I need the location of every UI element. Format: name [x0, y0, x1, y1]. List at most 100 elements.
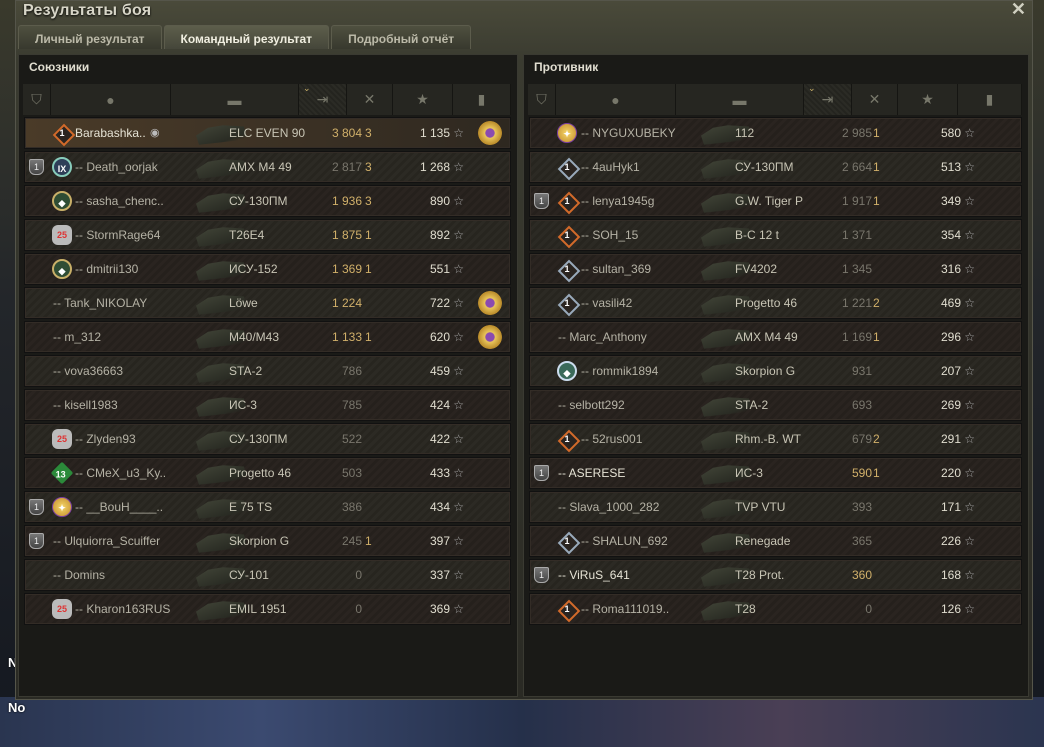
player-row[interactable]: 25 -- Zlyden93 СУ-130ПМ 522 422 ☆	[24, 423, 511, 455]
kills-value: 1	[873, 330, 880, 344]
player-row[interactable]: 1 -- ASERESE ИС-3 590 1 220 ☆	[529, 457, 1022, 489]
column-medal-header[interactable]: ▮	[453, 84, 511, 115]
battle-results-window: Результаты боя ✕ Личный результат Команд…	[15, 0, 1033, 700]
player-row[interactable]: -- m_312 M40/M43 1 133 1 620 ☆	[24, 321, 511, 353]
player-row[interactable]: 1 -- sultan_369 FV4202 1 345 316 ☆	[529, 253, 1022, 285]
column-platoon-header[interactable]: ⛉	[23, 84, 51, 115]
medal-icon	[478, 325, 502, 349]
xp-value: 126	[940, 602, 961, 616]
star-icon: ☆	[964, 398, 975, 412]
player-name: -- selbott292	[558, 398, 625, 412]
column-xp-star-header[interactable]: ★	[393, 84, 453, 115]
star-icon: ☆	[964, 262, 975, 276]
player-row[interactable]: -- Marc_Anthony AMX M4 49 1 169 1 296 ☆	[529, 321, 1022, 353]
tank-image	[701, 499, 752, 519]
player-row[interactable]: -- kisell1983 ИС-3 785 424 ☆	[24, 389, 511, 421]
star-icon: ☆	[453, 126, 464, 140]
damage-value: 1 917	[841, 194, 872, 208]
tank-image	[196, 227, 247, 247]
column-kills-header[interactable]: ✕	[852, 84, 898, 115]
damage-value: 786	[341, 364, 362, 378]
rank-badge-icon: 1	[557, 191, 577, 211]
player-row[interactable]: ◆ -- rommik1894 Skorpion G 931 207 ☆	[529, 355, 1022, 387]
rank-badge-icon: ◆	[52, 191, 72, 211]
tank-image	[196, 499, 247, 519]
vehicle-name: СУ-101	[229, 568, 269, 582]
column-medal-header[interactable]: ▮	[958, 84, 1022, 115]
xp-value: 580	[940, 126, 961, 140]
tab-personal-result[interactable]: Личный результат	[18, 25, 162, 49]
column-vehicle-header[interactable]: ▬	[676, 84, 804, 115]
player-row[interactable]: 1 -- 4auHyk1 СУ-130ПМ 2 664 1 513 ☆	[529, 151, 1022, 183]
damage-value: 1 369	[331, 262, 362, 276]
player-row[interactable]: ◆ -- sasha_chenc.. СУ-130ПМ 1 936 3 890 ☆	[24, 185, 511, 217]
player-row[interactable]: -- Domins СУ-101 0 337 ☆	[24, 559, 511, 591]
player-name: -- rommik1894	[581, 364, 659, 378]
player-icon: ●	[106, 91, 115, 108]
medal-icon: ▮	[985, 91, 994, 107]
vehicle-name: Skorpion G	[735, 364, 796, 378]
player-row[interactable]: 1 -- ViRuS_641 T28 Prot. 360 168 ☆	[529, 559, 1022, 591]
player-row[interactable]: 1 -- SHALUN_692 Renegade 365 226 ☆	[529, 525, 1022, 557]
player-row[interactable]: 1 -- vasili42 Progetto 46 1 221 2 469 ☆	[529, 287, 1022, 319]
player-name: -- 52rus001	[581, 432, 643, 446]
vehicle-name: Progetto 46	[735, 296, 798, 310]
player-name: -- lenya1945g	[581, 194, 655, 208]
vehicle-name: STA-2	[229, 364, 263, 378]
player-name: -- Domins	[53, 568, 106, 582]
player-name: -- sultan_369	[581, 262, 652, 276]
player-row[interactable]: -- Slava_1000_282 TVP VTU 393 171 ☆	[529, 491, 1022, 523]
player-row[interactable]: -- vova36663 STA-2 786 459 ☆	[24, 355, 511, 387]
xp-value: 171	[940, 500, 961, 514]
kills-value: 1	[873, 160, 880, 174]
column-xp-star-header[interactable]: ★	[898, 84, 958, 115]
player-row[interactable]: ✦ -- NYGUXUBEKY 112 2 985 1 580 ☆	[529, 117, 1022, 149]
column-damage-header[interactable]: ⇥ ⌄	[299, 83, 347, 115]
tank-image	[196, 397, 247, 417]
player-row[interactable]: 1 ✦ -- __BouH____.. E 75 TS 386 434 ☆	[24, 491, 511, 523]
kills-value: 3	[365, 194, 372, 208]
tank-image	[196, 125, 247, 145]
player-row[interactable]: -- Tank_NIKOLAY Löwe 1 224 722 ☆	[24, 287, 511, 319]
vehicle-name: STA-2	[735, 398, 769, 412]
star-icon: ☆	[964, 602, 975, 616]
damage-value: 1 169	[841, 330, 872, 344]
rank-badge-icon: ◆	[557, 361, 577, 381]
close-icon[interactable]: ✕	[1010, 0, 1026, 19]
player-row[interactable]: 1 Barabashka.. ◉ ELC EVEN 90 3 804 3 1 135 ☆	[24, 117, 511, 149]
player-row[interactable]: 1 IX -- Death_oorjak AMX M4 49 2 817 3 1 268 ☆	[24, 151, 511, 183]
player-row[interactable]: 1 -- Ulquiorra_Scuiffer Skorpion G 245 1 397 ☆	[24, 525, 511, 557]
platoon-icon: ⛉	[31, 91, 42, 107]
player-row[interactable]: 1 -- Roma111019.. T28 0 126 ☆	[529, 593, 1022, 625]
player-row[interactable]: 25 -- Kharon163RUS EMIL 1951 0 369 ☆	[24, 593, 511, 625]
player-row[interactable]: 13 -- CMeX_u3_Ky.. Progetto 46 503 433 ☆	[24, 457, 511, 489]
column-player-header[interactable]: ●	[556, 84, 676, 115]
platoon-icon: 1	[29, 499, 44, 515]
xp-value: 291	[940, 432, 961, 446]
tab-team-result[interactable]: Командный результат	[163, 25, 330, 49]
tank-image	[701, 397, 752, 417]
column-kills-header[interactable]: ✕	[347, 84, 393, 115]
player-row[interactable]: -- selbott292 STA-2 693 269 ☆	[529, 389, 1022, 421]
xp-value: 513	[940, 160, 961, 174]
xp-value: 722	[429, 296, 450, 310]
player-row[interactable]: 25 -- StormRage64 T26E4 1 875 1 892 ☆	[24, 219, 511, 251]
player-name: -- Roma111019..	[581, 602, 670, 616]
vehicle-name: ИС-3	[229, 398, 257, 412]
rank-badge-icon: ✦	[52, 497, 72, 517]
vehicle-name: ИС-3	[735, 466, 763, 480]
damage-value: 785	[341, 398, 362, 412]
column-player-header[interactable]: ●	[51, 84, 171, 115]
player-row[interactable]: 1 -- 52rus001 Rhm.-B. WT 679 2 291 ☆	[529, 423, 1022, 455]
player-row[interactable]: 1 -- SOH_15 B-C 12 t 1 371 354 ☆	[529, 219, 1022, 251]
column-damage-header[interactable]: ⇥ ⌄	[804, 83, 852, 115]
player-name: -- dmitrii130	[75, 262, 139, 276]
xp-value: 1 268	[419, 160, 450, 174]
tab-detailed-report[interactable]: Подробный отчёт	[331, 25, 472, 49]
column-platoon-header[interactable]: ⛉	[528, 84, 556, 115]
vehicle-name: FV4202	[735, 262, 778, 276]
player-row[interactable]: ◆ -- dmitrii130 ИСУ-152 1 369 1 551 ☆	[24, 253, 511, 285]
star-icon: ☆	[964, 568, 975, 582]
column-vehicle-header[interactable]: ▬	[171, 84, 299, 115]
